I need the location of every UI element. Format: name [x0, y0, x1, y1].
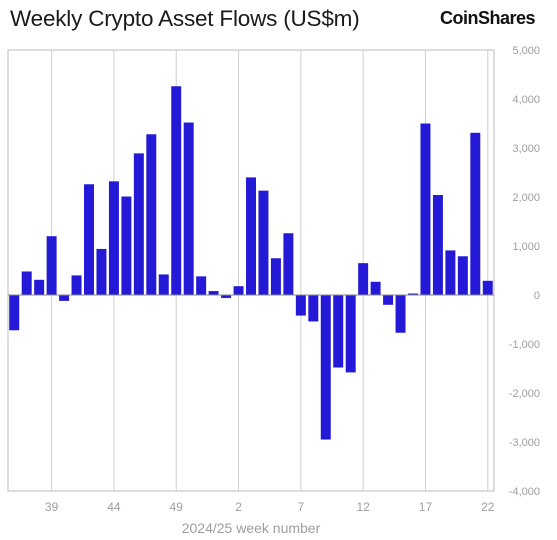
- bar: [59, 295, 70, 301]
- x-tick-label: 44: [107, 500, 121, 514]
- bar: [308, 295, 319, 322]
- bar: [146, 134, 157, 295]
- bar: [208, 291, 219, 295]
- bar: [370, 281, 381, 295]
- bar: [358, 263, 369, 295]
- bar: [121, 196, 132, 295]
- bar: [158, 274, 169, 295]
- bar: [333, 295, 344, 368]
- bar: [96, 248, 107, 295]
- y-tick-label: -1,000: [509, 339, 540, 351]
- y-tick-label: 1,000: [512, 241, 540, 253]
- bar: [395, 295, 406, 333]
- bar: [34, 279, 45, 295]
- bar: [84, 184, 94, 295]
- y-tick-label: 2,000: [512, 192, 540, 204]
- bar: [482, 280, 493, 295]
- bar: [171, 86, 182, 295]
- x-tick-label: 7: [298, 500, 305, 514]
- x-tick-label: 39: [45, 500, 59, 514]
- bar: [420, 123, 431, 295]
- bar: [221, 295, 232, 298]
- y-tick-label: 0: [534, 290, 540, 302]
- x-tick-label: 17: [419, 500, 433, 514]
- bar: [108, 181, 119, 295]
- y-tick-label: -4,000: [509, 486, 540, 498]
- coinshares-logo: CoinShares: [439, 8, 536, 28]
- bar: [233, 286, 244, 295]
- bar: [196, 276, 207, 295]
- bar: [270, 258, 281, 295]
- bar: [345, 295, 356, 373]
- bar: [258, 190, 269, 295]
- x-tick-label: 49: [170, 500, 184, 514]
- x-axis-ticks: 39 44 49 2 7 12 17 22: [45, 500, 495, 514]
- y-tick-label: -2,000: [509, 388, 540, 400]
- x-tick-label: 22: [481, 500, 495, 514]
- bar: [408, 293, 418, 295]
- bar: [283, 233, 294, 295]
- bar: [432, 195, 443, 295]
- y-tick-label: 3,000: [512, 143, 540, 155]
- x-tick-label: 12: [356, 500, 370, 514]
- bar: [183, 122, 194, 296]
- bar: [470, 132, 481, 295]
- x-tick-label: 2: [235, 500, 242, 514]
- bar: [246, 177, 256, 295]
- bar: [320, 295, 331, 440]
- bar: [9, 295, 20, 331]
- y-axis-ticks: -4,000 -3,000 -2,000 -1,000 0 1,000 2,000 3,000…: [509, 45, 540, 498]
- bar: [295, 295, 306, 316]
- bar: [21, 271, 32, 295]
- y-tick-label: -3,000: [509, 437, 540, 449]
- bar: [383, 295, 394, 305]
- chart-title: Weekly Crypto Asset Flows (US$m): [10, 6, 360, 31]
- bar: [457, 256, 468, 295]
- y-tick-label: 5,000: [512, 45, 540, 57]
- bar: [46, 236, 57, 295]
- y-tick-label: 4,000: [512, 94, 540, 106]
- bar: [133, 153, 144, 295]
- x-axis-label: 2024/25 week number: [182, 520, 321, 536]
- bar: [71, 275, 82, 295]
- bars: [9, 86, 493, 440]
- bar: [445, 250, 456, 295]
